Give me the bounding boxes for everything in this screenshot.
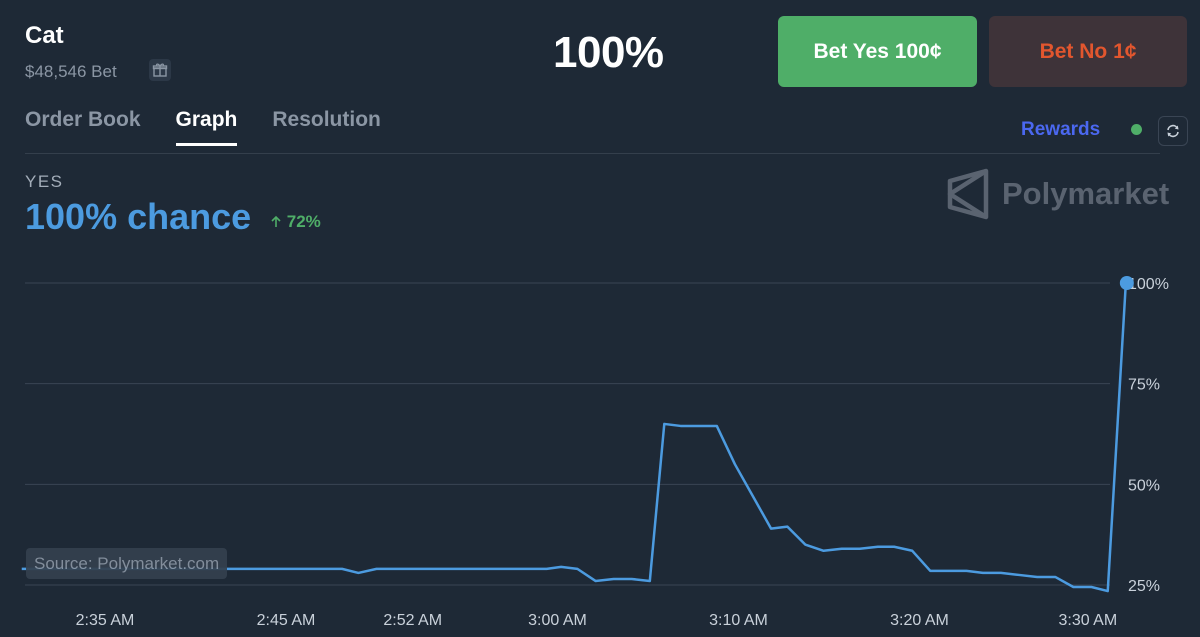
rewards-status-dot <box>1131 124 1142 135</box>
xtick-label: 3:10 AM <box>709 612 768 629</box>
rewards-link[interactable]: Rewards <box>1021 119 1101 140</box>
divider <box>25 153 1160 154</box>
xtick-label: 2:45 AM <box>257 612 316 629</box>
market-title: Cat <box>25 22 64 49</box>
polymarket-logo-icon <box>947 168 989 220</box>
chance-value: 100% chance <box>25 196 252 237</box>
xtick-label: 2:35 AM <box>76 612 135 629</box>
ytick-label: 50% <box>1128 477 1160 494</box>
ytick-label: 25% <box>1128 578 1160 595</box>
ytick-label: 100% <box>1128 276 1169 293</box>
refresh-icon <box>1167 124 1179 138</box>
xtick-label: 3:30 AM <box>1058 612 1117 629</box>
tab-resolution[interactable]: Resolution <box>272 108 381 131</box>
outcome-label: YES <box>25 172 64 191</box>
gift-icon <box>152 63 168 77</box>
chance-delta-value: 72% <box>286 212 321 231</box>
chance-delta: 72% <box>270 212 321 232</box>
arrow-up-icon <box>271 215 281 227</box>
polymarket-logo: Polymarket <box>946 168 1169 220</box>
gift-button[interactable] <box>149 59 171 81</box>
tab-bar: Order Book Graph Resolution <box>25 108 416 146</box>
xtick-label: 2:52 AM <box>383 612 442 629</box>
current-point <box>1119 276 1134 290</box>
current-price: 100% <box>553 28 664 77</box>
xtick-label: 3:00 AM <box>528 612 587 629</box>
source-label: Source: Polymarket.com <box>26 548 228 579</box>
refresh-button[interactable] <box>1158 116 1188 146</box>
bet-no-button[interactable]: Bet No 1¢ <box>989 16 1187 87</box>
tab-order-book[interactable]: Order Book <box>25 108 141 131</box>
xtick-label: 3:20 AM <box>890 612 949 629</box>
tab-graph[interactable]: Graph <box>175 108 238 146</box>
bet-yes-button[interactable]: Bet Yes 100¢ <box>778 16 977 87</box>
polymarket-logo-text: Polymarket <box>1002 176 1170 211</box>
ytick-label: 75% <box>1128 377 1160 394</box>
series-line <box>21 282 1128 593</box>
market-volume: $48,546 Bet <box>25 62 117 81</box>
